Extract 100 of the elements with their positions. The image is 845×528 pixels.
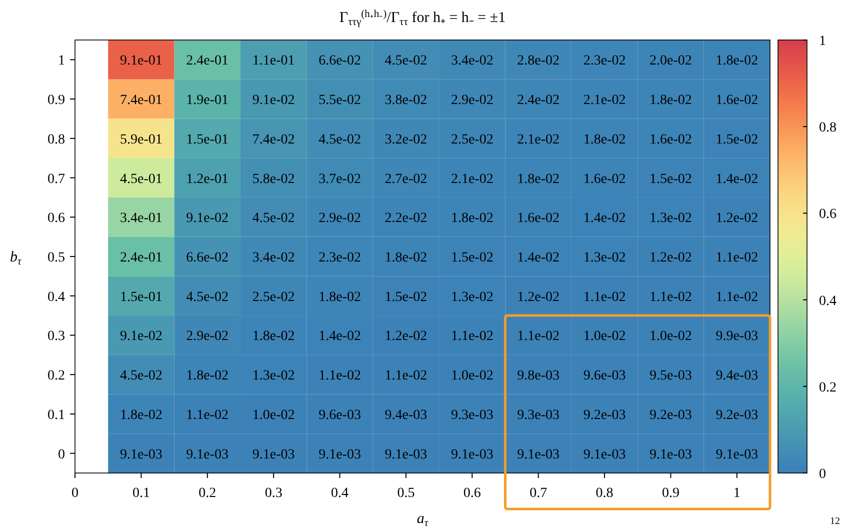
data-label: 9.2e-03 [583, 408, 626, 423]
x-axis-title: a$_{τ}$ [416, 511, 430, 528]
data-label: 9.4e-03 [716, 368, 758, 384]
data-label: 9.6e-03 [583, 368, 626, 384]
data-label: 1.1e-02 [450, 329, 494, 344]
color-bar-label: 0.6 [819, 207, 836, 222]
data-label: 9.1e-02 [252, 93, 295, 108]
data-label: 3.8e-02 [384, 93, 428, 108]
data-label: 2.4e-01 [120, 250, 162, 266]
y-tick-label: 0.6 [48, 211, 65, 226]
x-tick-label: 0 [72, 486, 78, 501]
data-label: 6.6e-02 [186, 250, 229, 266]
data-label: 4.5e-02 [120, 368, 162, 384]
data-label: 2.4e-02 [517, 93, 560, 108]
y-tick-label: 0.1 [48, 408, 65, 423]
x-tick-label: 0.8 [596, 486, 614, 501]
y-tick-label: 0.2 [48, 368, 65, 384]
data-label: 1.6e-02 [517, 211, 560, 226]
data-label: 2.8e-02 [517, 54, 560, 69]
data-label: 1.0e-02 [252, 408, 295, 423]
data-label: 9.1e-03 [318, 447, 361, 462]
chart-title: Γ$_{ττγ}$$^{(h₊h₋)}$/Γ$_{ττ}$ for h₊ = h₋ = ±1 [339, 9, 506, 28]
y-tick-label: 0.7 [48, 172, 65, 187]
x-tick-label: 0.7 [530, 486, 548, 501]
data-label: 1.2e-02 [517, 290, 560, 305]
data-label: 1.4e-02 [716, 172, 758, 187]
data-label: 6.6e-02 [318, 54, 361, 69]
y-tick-label: 0.3 [48, 329, 65, 344]
data-label: 1.1e-02 [384, 368, 428, 384]
data-label: 4.5e-01 [120, 172, 162, 187]
data-label: 1.0e-02 [650, 329, 692, 344]
data-label: 2.7e-02 [384, 172, 428, 187]
data-label: 2.3e-02 [318, 250, 361, 266]
data-label: 1.1e-02 [517, 329, 560, 344]
data-label: 1.1e-02 [650, 290, 692, 305]
data-label: 1.3e-02 [583, 250, 626, 266]
x-tick-label: 0.5 [397, 486, 415, 501]
data-label: 9.2e-03 [650, 408, 692, 423]
data-label: 1.8e-02 [517, 172, 560, 187]
data-label: 1.9e-01 [186, 93, 229, 108]
y-tick-label: 0 [58, 447, 65, 462]
data-label: 5.5e-02 [318, 93, 361, 108]
data-label: 7.4e-01 [120, 93, 162, 108]
data-label: 9.3e-03 [517, 408, 560, 423]
data-label: 3.7e-02 [318, 172, 361, 187]
y-tick-label: 0.5 [48, 250, 65, 266]
data-label: 3.4e-02 [450, 54, 494, 69]
data-label: 2.0e-02 [650, 54, 692, 69]
x-tick-label: 0.3 [264, 486, 282, 501]
data-label: 1.1e-02 [186, 408, 229, 423]
data-label: 2.2e-02 [384, 211, 428, 226]
data-label: 1.4e-02 [517, 250, 560, 266]
data-label: 4.5e-02 [186, 290, 229, 305]
data-label: 5.8e-02 [252, 172, 295, 187]
data-label: 9.1e-03 [120, 447, 162, 462]
data-label: 1.5e-02 [384, 290, 428, 305]
data-label: 9.1e-03 [650, 447, 692, 462]
data-label: 1.8e-02 [384, 250, 428, 266]
y-tick-label: 1 [58, 54, 65, 69]
data-label: 1.1e-02 [583, 290, 626, 305]
data-label: 9.1e-03 [450, 447, 494, 462]
color-bar-label: 0 [819, 467, 826, 482]
data-label: 9.1e-03 [186, 447, 229, 462]
data-label: 9.8e-03 [517, 368, 560, 384]
data-label: 3.2e-02 [384, 132, 428, 148]
data-label: 1.4e-02 [583, 211, 626, 226]
y-axis-title: b$_{τ}$ [10, 250, 22, 268]
data-label: 1.8e-02 [120, 408, 162, 423]
data-label: 1.8e-02 [650, 93, 692, 108]
data-label: 9.1e-03 [517, 447, 560, 462]
data-label: 9.1e-03 [252, 447, 295, 462]
data-label: 1.3e-02 [450, 290, 494, 305]
data-label: 1.6e-02 [583, 172, 626, 187]
data-label: 9.1e-03 [583, 447, 626, 462]
data-label: 1.2e-02 [384, 329, 428, 344]
data-label: 1.3e-02 [650, 211, 692, 226]
data-label: 1.8e-02 [318, 290, 361, 305]
data-label: 1.5e-01 [186, 132, 229, 148]
data-label: 4.5e-02 [252, 211, 295, 226]
data-label: 9.4e-03 [384, 408, 428, 423]
data-label: 1.8e-02 [583, 132, 626, 148]
data-label: 2.1e-02 [517, 132, 560, 148]
data-label: 4.5e-02 [384, 54, 428, 69]
x-tick-label: 0.2 [198, 486, 216, 501]
data-label: 1.4e-02 [318, 329, 361, 344]
y-tick-label: 0.9 [48, 93, 65, 108]
x-tick-label: 0.6 [463, 486, 481, 501]
data-label: 1.5e-02 [716, 132, 758, 148]
data-label: 1.8e-02 [252, 329, 295, 344]
data-label: 1.5e-01 [120, 290, 162, 305]
data-label: 1.1e-01 [252, 54, 295, 69]
data-label: 1.1e-02 [716, 290, 758, 305]
data-label: 1.2e-02 [716, 211, 758, 226]
x-tick-label: 0.9 [662, 486, 680, 501]
data-label: 1.5e-02 [650, 172, 692, 187]
data-label: 9.1e-02 [120, 329, 162, 344]
data-label: 7.4e-02 [252, 132, 295, 148]
color-bar-label: 0.8 [819, 120, 836, 136]
data-label: 5.9e-01 [120, 132, 162, 148]
data-label: 1.2e-01 [186, 172, 229, 187]
